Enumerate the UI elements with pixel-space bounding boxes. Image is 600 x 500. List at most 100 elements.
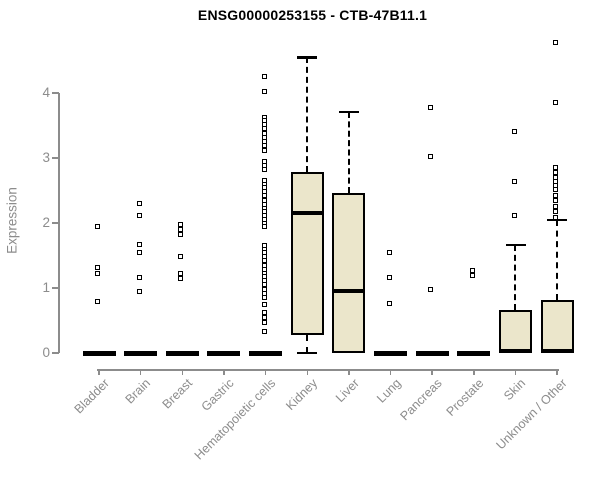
outlier-point [95, 223, 100, 229]
outlier-point [261, 295, 267, 301]
outlier-point [428, 287, 434, 293]
x-tick [348, 369, 350, 375]
outlier-point [261, 309, 267, 315]
outlier-point [553, 99, 559, 105]
y-axis-line [58, 93, 60, 353]
flat-box [165, 350, 199, 356]
whisker-upper [514, 245, 517, 311]
outlier-point [553, 165, 559, 171]
outlier-point [261, 282, 267, 288]
median-line [499, 349, 532, 354]
flat-box [457, 350, 491, 356]
outlier-point [261, 138, 267, 144]
x-tick [431, 369, 433, 375]
outlier-point [511, 213, 517, 219]
x-tick [223, 369, 225, 375]
whisker-lower [306, 334, 308, 353]
x-tick [389, 369, 392, 375]
x-tick-label-text: Breast [159, 376, 196, 412]
x-tick [514, 369, 517, 375]
median-line [290, 211, 324, 216]
outlier-point [261, 301, 267, 307]
y-tick [52, 287, 59, 289]
outlier-point [261, 314, 267, 320]
flat-box [124, 350, 158, 356]
outlier-point [553, 40, 559, 46]
whisker-cap-upper [505, 243, 526, 247]
x-tick-label-text: Hematopoietic cells [191, 376, 279, 463]
outlier-point [428, 104, 434, 110]
x-tick-label-text: Liver [332, 376, 362, 406]
outlier-point [95, 299, 100, 305]
x-tick [181, 369, 184, 375]
x-tick-label-text: Skin [501, 376, 529, 404]
outlier-point [136, 241, 142, 247]
outlier-point [261, 162, 267, 168]
outlier-point [511, 128, 517, 134]
flat-box [82, 350, 116, 356]
x-tick-label-text: Prostate [443, 376, 487, 419]
box [499, 310, 532, 353]
box [332, 193, 366, 353]
x-tick [473, 369, 475, 375]
outlier-point [136, 249, 142, 255]
median-line [332, 288, 366, 293]
outlier-point [178, 270, 184, 276]
outlier-point [136, 275, 142, 281]
outlier-point [261, 143, 267, 149]
y-tick-label: 1 [42, 280, 50, 295]
outlier-point [136, 201, 142, 206]
chart-title: ENSG00000253155 - CTB-47B11.1 [197, 7, 428, 23]
outlier-point [469, 267, 475, 273]
outlier-point [261, 74, 267, 80]
x-tick [556, 369, 558, 375]
outlier-point [178, 222, 184, 228]
box [290, 172, 324, 335]
x-tick [98, 369, 100, 375]
whisker-upper [306, 57, 308, 173]
whisker-upper [347, 111, 350, 194]
whisker-cap-lower [297, 351, 318, 355]
outlier-point [178, 276, 184, 282]
x-tick-label-text: Pancreas [397, 376, 446, 424]
outlier-point [386, 275, 392, 281]
median-line [540, 349, 574, 354]
outlier-point [553, 186, 559, 192]
x-tick [264, 369, 267, 375]
outlier-point [261, 329, 267, 335]
x-tick [306, 369, 308, 375]
x-tick-label-text: Kidney [283, 376, 321, 413]
y-tick [52, 92, 59, 94]
outlier-point [261, 167, 267, 173]
y-tick [52, 222, 59, 224]
outlier-point [428, 154, 434, 160]
outlier-point [95, 265, 100, 271]
outlier-point [261, 224, 267, 230]
outlier-point [261, 89, 267, 95]
outlier-point [553, 204, 559, 210]
x-tick-label-text: Brain [123, 376, 154, 407]
x-tick-label-text: Gastric [198, 376, 237, 414]
outlier-point [261, 147, 267, 153]
outlier-point [261, 258, 267, 264]
y-tick [52, 157, 59, 159]
outlier-point [553, 215, 559, 221]
y-tick-label: 0 [42, 345, 50, 360]
flat-box [374, 350, 408, 356]
outlier-point [553, 169, 559, 175]
x-tick [139, 369, 142, 375]
x-axis-line [97, 369, 560, 371]
y-tick-label: 4 [42, 85, 50, 100]
outlier-point [136, 289, 142, 295]
outlier-point [178, 227, 184, 232]
flat-box [249, 350, 283, 356]
whisker-upper [555, 219, 558, 300]
outlier-point [553, 198, 559, 204]
outlier-point [261, 126, 267, 132]
outlier-point [386, 249, 392, 255]
y-tick-label: 2 [42, 215, 50, 230]
outlier-point [261, 319, 267, 325]
outlier-point [178, 232, 184, 238]
y-tick [52, 352, 59, 354]
